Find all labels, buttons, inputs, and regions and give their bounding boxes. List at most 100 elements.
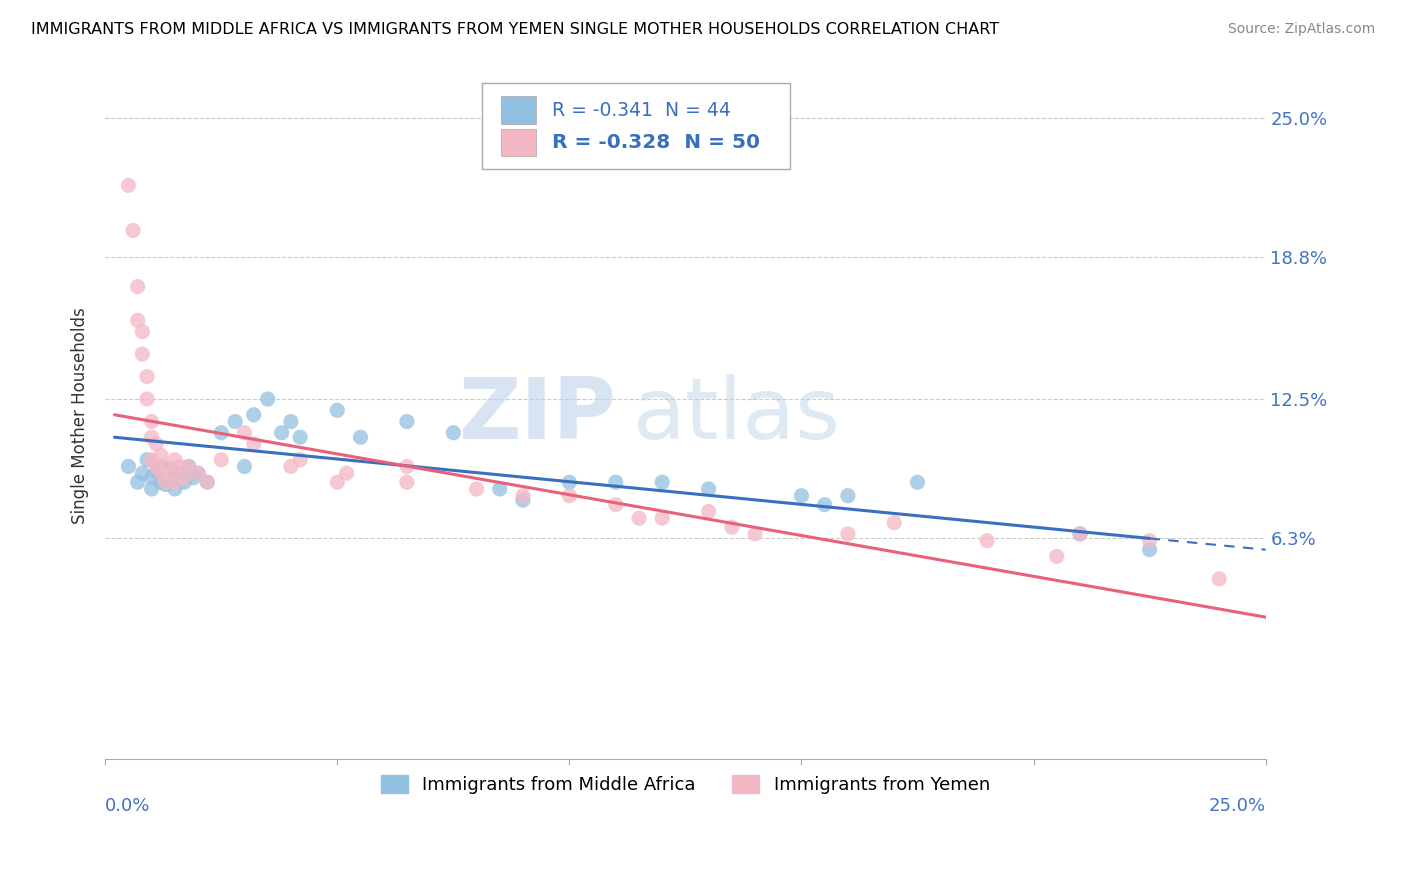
Point — [163, 482, 186, 496]
Point — [335, 467, 357, 481]
Text: R = -0.341  N = 44: R = -0.341 N = 44 — [553, 101, 731, 120]
Point — [349, 430, 371, 444]
Point — [270, 425, 292, 440]
Point — [177, 459, 200, 474]
Point — [141, 452, 163, 467]
Point — [395, 475, 418, 490]
Text: Source: ZipAtlas.com: Source: ZipAtlas.com — [1227, 22, 1375, 37]
Point — [280, 415, 302, 429]
Point — [195, 475, 218, 490]
Point — [395, 415, 418, 429]
Y-axis label: Single Mother Households: Single Mother Households — [72, 308, 89, 524]
Point — [558, 475, 581, 490]
Point — [187, 467, 209, 481]
Point — [122, 223, 145, 237]
Point — [209, 425, 232, 440]
Point — [169, 467, 191, 481]
Point — [163, 452, 186, 467]
Point — [145, 464, 167, 478]
Point — [141, 471, 163, 485]
Point — [159, 461, 181, 475]
Point — [976, 533, 998, 548]
Text: 0.0%: 0.0% — [105, 797, 150, 814]
Point — [744, 527, 766, 541]
Point — [233, 459, 256, 474]
Point — [136, 392, 159, 406]
Point — [131, 325, 153, 339]
Point — [209, 452, 232, 467]
Text: R = -0.328  N = 50: R = -0.328 N = 50 — [553, 133, 761, 152]
Point — [288, 430, 311, 444]
Text: IMMIGRANTS FROM MIDDLE AFRICA VS IMMIGRANTS FROM YEMEN SINGLE MOTHER HOUSEHOLDS : IMMIGRANTS FROM MIDDLE AFRICA VS IMMIGRA… — [31, 22, 1000, 37]
Point — [1069, 527, 1091, 541]
Point — [627, 511, 650, 525]
Text: ZIP: ZIP — [458, 375, 616, 458]
Point — [117, 178, 139, 193]
Point — [1139, 542, 1161, 557]
Point — [395, 459, 418, 474]
Point — [163, 471, 186, 485]
Point — [512, 493, 534, 508]
Point — [145, 437, 167, 451]
Point — [224, 415, 246, 429]
Point — [465, 482, 488, 496]
Point — [883, 516, 905, 530]
Point — [605, 475, 627, 490]
Point — [149, 459, 172, 474]
Point — [242, 437, 264, 451]
Point — [136, 452, 159, 467]
Point — [256, 392, 278, 406]
Point — [127, 475, 149, 490]
Point — [136, 369, 159, 384]
Point — [233, 425, 256, 440]
Point — [326, 403, 349, 417]
FancyBboxPatch shape — [501, 96, 536, 124]
Point — [127, 279, 149, 293]
Point — [149, 475, 172, 490]
Point — [1046, 549, 1069, 564]
Point — [155, 459, 177, 474]
Text: atlas: atlas — [633, 375, 841, 458]
Point — [651, 475, 673, 490]
Point — [512, 489, 534, 503]
Point — [149, 467, 172, 481]
Point — [814, 498, 837, 512]
Point — [131, 467, 153, 481]
Point — [173, 471, 195, 485]
Point — [155, 475, 177, 490]
Point — [605, 498, 627, 512]
Point — [141, 482, 163, 496]
Point — [697, 482, 720, 496]
Point — [155, 477, 177, 491]
Point — [131, 347, 153, 361]
Point — [558, 489, 581, 503]
Point — [117, 459, 139, 474]
Point — [1139, 533, 1161, 548]
Point — [183, 471, 205, 485]
Point — [149, 448, 172, 462]
Point — [837, 489, 859, 503]
Point — [790, 489, 813, 503]
Point — [697, 504, 720, 518]
Point — [441, 425, 464, 440]
FancyBboxPatch shape — [501, 128, 536, 156]
Point — [187, 467, 209, 481]
Point — [173, 475, 195, 490]
Point — [721, 520, 744, 534]
Point — [288, 452, 311, 467]
Point — [837, 527, 859, 541]
Point — [280, 459, 302, 474]
Point — [195, 475, 218, 490]
Point — [177, 459, 200, 474]
Point — [1069, 527, 1091, 541]
Point — [326, 475, 349, 490]
Point — [163, 475, 186, 490]
Point — [1208, 572, 1230, 586]
Point — [145, 459, 167, 474]
FancyBboxPatch shape — [482, 83, 790, 169]
Point — [651, 511, 673, 525]
Point — [159, 467, 181, 481]
Point — [907, 475, 929, 490]
Point — [141, 430, 163, 444]
Point — [169, 459, 191, 474]
